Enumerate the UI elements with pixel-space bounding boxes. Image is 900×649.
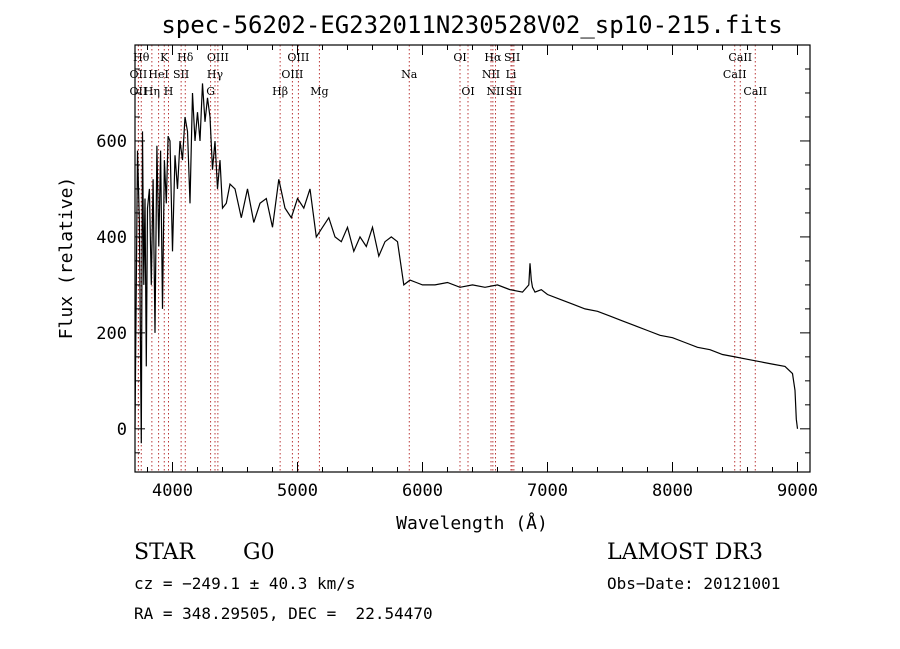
spectrum-line [134,83,799,444]
observation-date: Obs−Date: 20121001 [607,574,781,593]
line-label: CaII [723,68,747,81]
x-tick-label: 9000 [777,481,818,501]
line-label: OIII [287,51,309,64]
line-label: SII [506,85,522,98]
emission-line-markers [137,45,756,472]
line-label: SII [504,51,520,64]
chart-title: spec-56202-EG232011N230528V02_sp10-215.f… [161,11,782,39]
line-label: Mg [310,85,328,98]
y-tick-label: 0 [117,420,127,440]
x-tick-label: 6000 [402,481,443,501]
line-label: OII [130,68,148,81]
redshift-cz: cz = −249.1 ± 40.3 km/s [134,574,356,593]
x-tick-label: 4000 [152,481,193,501]
y-tick-label: 600 [96,132,127,152]
line-label: HeI [148,68,168,81]
line-label: OIII [207,51,229,64]
line-label: CaII [728,51,752,64]
emission-line-labels: OII OII Hθ Hη HeI K SII H Hδ OIII Hγ G Hβ OIII OIII Mg N… [130,51,768,98]
line-label: Li [506,68,517,81]
y-tick-label: 200 [96,324,127,344]
object-class: STAR [134,540,195,565]
line-label: NII [482,68,500,81]
x-tick-label: 5000 [277,481,318,501]
line-label: Hα [484,51,502,64]
x-tick-label: 8000 [652,481,693,501]
y-tick-label: 400 [96,228,127,248]
plot-frame [134,44,811,473]
line-label: G [206,85,215,98]
survey-name: LAMOST DR3 [607,540,763,565]
coordinates: RA = 348.29505, DEC = 22.54470 [134,604,433,623]
y-axis: 0 200 400 600 [96,68,810,454]
x-axis-label: Wavelength (Å) [396,512,548,534]
line-label: OII [130,85,148,98]
line-label: OI [453,51,466,64]
line-label: H [164,85,174,98]
line-label: CaII [743,85,767,98]
line-label: Hη [144,85,160,98]
line-label: Hθ [133,51,150,64]
line-label: Hβ [272,85,288,98]
object-subclass: G0 [243,540,275,565]
line-label: Hγ [207,68,224,81]
x-axis: 4000 5000 6000 7000 8000 9000 [147,45,818,501]
line-label: SII [173,68,189,81]
line-label: OI [461,85,474,98]
line-label: K [160,51,169,64]
line-label: Hδ [177,51,194,64]
x-tick-label: 7000 [527,481,568,501]
line-label: OIII [281,68,303,81]
line-label: Na [401,68,418,81]
line-label: NII [486,85,504,98]
y-axis-label: Flux (relative) [56,177,77,340]
